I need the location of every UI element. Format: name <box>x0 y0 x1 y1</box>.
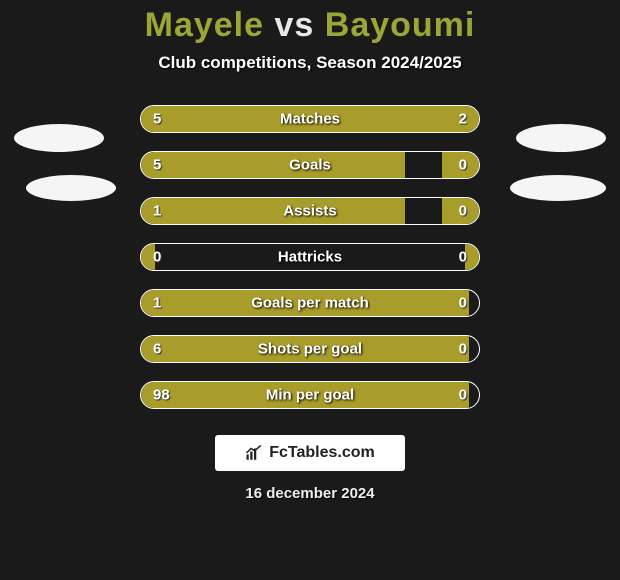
attribution-text: FcTables.com <box>269 444 375 462</box>
stat-label: Goals per match <box>141 295 479 312</box>
stat-label: Assists <box>141 203 479 220</box>
date-text: 16 december 2024 <box>0 485 620 502</box>
vs-text: vs <box>274 6 314 44</box>
page-title: Mayele vs Bayoumi <box>0 0 620 45</box>
stat-label: Shots per goal <box>141 341 479 358</box>
attribution-badge: FcTables.com <box>215 435 405 471</box>
stat-row: 10Goals per match <box>140 289 480 317</box>
player2-name: Bayoumi <box>325 6 476 44</box>
stat-row: 980Min per goal <box>140 381 480 409</box>
player1-name: Mayele <box>145 6 264 44</box>
stat-row: 52Matches <box>140 105 480 133</box>
stat-bars-container: 52Matches 50Goals 10Assists 00Hattricks 10Go… <box>0 105 620 409</box>
stat-label: Matches <box>141 111 479 128</box>
stat-row: 00Hattricks <box>140 243 480 271</box>
stat-label: Min per goal <box>141 387 479 404</box>
stat-row: 60Shots per goal <box>140 335 480 363</box>
stat-row: 50Goals <box>140 151 480 179</box>
decor-ellipse <box>26 175 116 201</box>
stat-label: Goals <box>141 157 479 174</box>
decor-ellipse <box>516 124 606 152</box>
decor-ellipse <box>510 175 606 201</box>
chart-icon <box>245 444 263 462</box>
stat-label: Hattricks <box>141 249 479 266</box>
subtitle: Club competitions, Season 2024/2025 <box>0 53 620 73</box>
stat-row: 10Assists <box>140 197 480 225</box>
decor-ellipse <box>14 124 104 152</box>
